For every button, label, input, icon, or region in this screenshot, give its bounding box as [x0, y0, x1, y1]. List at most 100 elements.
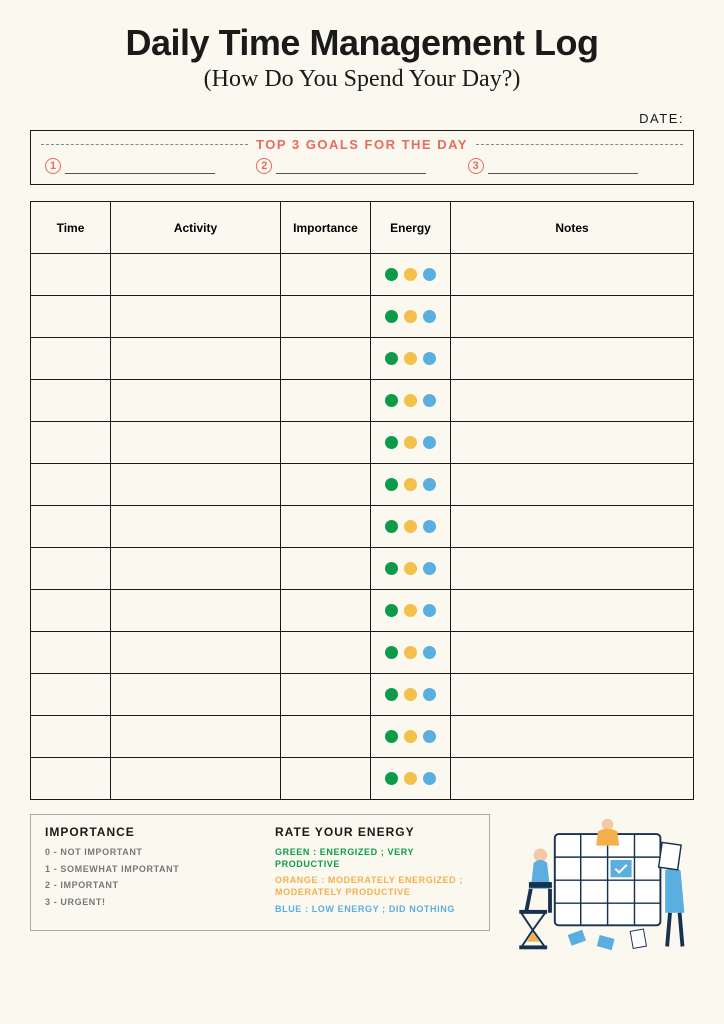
energy-dots[interactable]: [371, 562, 450, 575]
energy-dot-icon[interactable]: [404, 646, 417, 659]
energy-dots[interactable]: [371, 688, 450, 701]
energy-dots[interactable]: [371, 520, 450, 533]
table-cell[interactable]: [371, 380, 451, 422]
energy-dot-icon[interactable]: [385, 604, 398, 617]
energy-dot-icon[interactable]: [385, 268, 398, 281]
table-cell[interactable]: [371, 590, 451, 632]
table-cell[interactable]: [31, 548, 111, 590]
energy-dots[interactable]: [371, 394, 450, 407]
table-cell[interactable]: [111, 716, 281, 758]
table-cell[interactable]: [371, 674, 451, 716]
table-cell[interactable]: [451, 380, 694, 422]
energy-dot-icon[interactable]: [404, 730, 417, 743]
energy-dot-icon[interactable]: [385, 688, 398, 701]
table-cell[interactable]: [281, 674, 371, 716]
energy-dot-icon[interactable]: [404, 394, 417, 407]
energy-dots[interactable]: [371, 730, 450, 743]
table-cell[interactable]: [371, 548, 451, 590]
energy-dot-icon[interactable]: [404, 688, 417, 701]
energy-dot-icon[interactable]: [423, 562, 436, 575]
energy-dot-icon[interactable]: [423, 394, 436, 407]
table-cell[interactable]: [111, 296, 281, 338]
table-cell[interactable]: [451, 338, 694, 380]
table-cell[interactable]: [31, 716, 111, 758]
table-cell[interactable]: [31, 590, 111, 632]
table-cell[interactable]: [371, 254, 451, 296]
table-cell[interactable]: [111, 758, 281, 800]
table-cell[interactable]: [111, 464, 281, 506]
table-cell[interactable]: [451, 590, 694, 632]
table-cell[interactable]: [451, 296, 694, 338]
table-cell[interactable]: [451, 716, 694, 758]
energy-dot-icon[interactable]: [423, 730, 436, 743]
table-cell[interactable]: [31, 674, 111, 716]
table-cell[interactable]: [451, 506, 694, 548]
table-cell[interactable]: [111, 506, 281, 548]
table-cell[interactable]: [451, 464, 694, 506]
energy-dot-icon[interactable]: [385, 520, 398, 533]
energy-dot-icon[interactable]: [423, 688, 436, 701]
goal-item-2[interactable]: 2: [256, 158, 467, 174]
table-cell[interactable]: [31, 464, 111, 506]
table-cell[interactable]: [31, 758, 111, 800]
table-cell[interactable]: [281, 296, 371, 338]
energy-dot-icon[interactable]: [404, 478, 417, 491]
table-cell[interactable]: [281, 506, 371, 548]
table-cell[interactable]: [451, 422, 694, 464]
energy-dots[interactable]: [371, 478, 450, 491]
energy-dot-icon[interactable]: [404, 772, 417, 785]
table-cell[interactable]: [371, 338, 451, 380]
energy-dot-icon[interactable]: [404, 562, 417, 575]
table-cell[interactable]: [281, 716, 371, 758]
energy-dot-icon[interactable]: [423, 520, 436, 533]
table-cell[interactable]: [281, 590, 371, 632]
table-cell[interactable]: [371, 464, 451, 506]
table-cell[interactable]: [451, 548, 694, 590]
energy-dots[interactable]: [371, 604, 450, 617]
energy-dots[interactable]: [371, 436, 450, 449]
table-cell[interactable]: [281, 338, 371, 380]
energy-dot-icon[interactable]: [385, 730, 398, 743]
table-cell[interactable]: [281, 380, 371, 422]
table-cell[interactable]: [371, 296, 451, 338]
energy-dot-icon[interactable]: [385, 394, 398, 407]
energy-dots[interactable]: [371, 268, 450, 281]
energy-dot-icon[interactable]: [385, 646, 398, 659]
energy-dots[interactable]: [371, 352, 450, 365]
table-cell[interactable]: [31, 296, 111, 338]
table-cell[interactable]: [281, 254, 371, 296]
table-cell[interactable]: [371, 716, 451, 758]
table-cell[interactable]: [281, 464, 371, 506]
table-cell[interactable]: [371, 632, 451, 674]
goal-item-3[interactable]: 3: [468, 158, 679, 174]
table-cell[interactable]: [31, 422, 111, 464]
table-cell[interactable]: [111, 380, 281, 422]
table-cell[interactable]: [111, 254, 281, 296]
table-cell[interactable]: [111, 338, 281, 380]
energy-dot-icon[interactable]: [385, 310, 398, 323]
energy-dots[interactable]: [371, 310, 450, 323]
goal-input-line[interactable]: [488, 160, 638, 174]
energy-dot-icon[interactable]: [404, 604, 417, 617]
energy-dot-icon[interactable]: [423, 436, 436, 449]
energy-dot-icon[interactable]: [404, 268, 417, 281]
table-cell[interactable]: [451, 758, 694, 800]
table-cell[interactable]: [111, 590, 281, 632]
energy-dot-icon[interactable]: [423, 310, 436, 323]
goal-item-1[interactable]: 1: [45, 158, 256, 174]
energy-dot-icon[interactable]: [385, 772, 398, 785]
table-cell[interactable]: [371, 506, 451, 548]
energy-dot-icon[interactable]: [423, 772, 436, 785]
table-cell[interactable]: [111, 674, 281, 716]
energy-dots[interactable]: [371, 772, 450, 785]
energy-dot-icon[interactable]: [423, 268, 436, 281]
energy-dot-icon[interactable]: [385, 436, 398, 449]
energy-dot-icon[interactable]: [385, 478, 398, 491]
energy-dot-icon[interactable]: [423, 352, 436, 365]
energy-dot-icon[interactable]: [423, 478, 436, 491]
table-cell[interactable]: [281, 422, 371, 464]
table-cell[interactable]: [31, 380, 111, 422]
table-cell[interactable]: [111, 548, 281, 590]
goal-input-line[interactable]: [65, 160, 215, 174]
table-cell[interactable]: [31, 506, 111, 548]
